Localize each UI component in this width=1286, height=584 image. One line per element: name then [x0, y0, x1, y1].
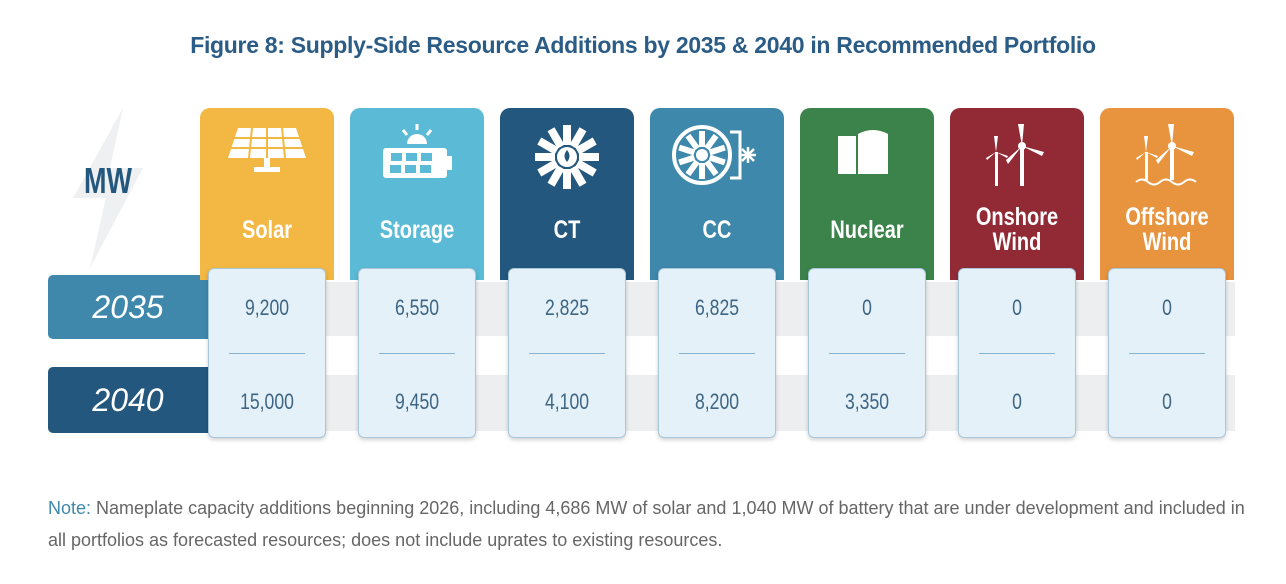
unit-label: MW — [84, 160, 132, 201]
value-2040: 15,000 — [240, 389, 294, 414]
divider — [529, 353, 605, 354]
value-2035: 0 — [1012, 295, 1022, 320]
value-2035: 6,825 — [694, 295, 740, 320]
value-card-ct: 2,825 4,100 — [508, 268, 626, 438]
figure-title: Figure 8: Supply-Side Resource Additions… — [190, 32, 1096, 58]
divider — [1129, 353, 1205, 354]
value-card-solar: 9,200 15,000 — [208, 268, 326, 438]
divider — [229, 353, 305, 354]
value-2040: 3,350 — [844, 389, 890, 414]
resource-label: Storage — [379, 215, 455, 244]
turbine-flame-icon — [500, 122, 634, 192]
note-text: Nameplate capacity additions beginning 2… — [48, 498, 1245, 550]
divider — [679, 353, 755, 354]
combined-cycle-icon — [650, 122, 784, 192]
value-2040: 4,100 — [544, 389, 590, 414]
divider — [379, 353, 455, 354]
lightning-bolt-icon — [73, 108, 143, 268]
solar-panel-icon — [200, 122, 334, 192]
resource-header-onshore-wind: Onshore Wind — [950, 108, 1084, 280]
figure-note: Note: Nameplate capacity additions begin… — [48, 492, 1258, 556]
divider — [829, 353, 905, 354]
resource-header-solar: Solar — [200, 108, 334, 280]
year-label-2040: 2040 — [48, 367, 218, 433]
value-card-nuclear: 0 3,350 — [808, 268, 926, 438]
value-2035: 0 — [1162, 295, 1172, 320]
value-2035: 6,550 — [394, 295, 440, 320]
value-2040: 0 — [1012, 389, 1022, 414]
year-label-2035: 2035 — [48, 275, 218, 339]
resource-label: Offshore Wind — [1125, 203, 1209, 256]
value-2040: 0 — [1162, 389, 1172, 414]
value-2035: 0 — [862, 295, 872, 320]
resource-label: CT — [553, 215, 581, 244]
value-2035: 2,825 — [544, 295, 590, 320]
resource-label: Onshore Wind — [975, 203, 1059, 256]
value-card-cc: 6,825 8,200 — [658, 268, 776, 438]
resource-header-storage: Storage — [350, 108, 484, 280]
resource-header-offshore-wind: Offshore Wind — [1100, 108, 1234, 280]
resource-header-cc: CC — [650, 108, 784, 280]
value-2040: 8,200 — [694, 389, 740, 414]
value-card-storage: 6,550 9,450 — [358, 268, 476, 438]
resource-header-nuclear: Nuclear — [800, 108, 934, 280]
resource-header-ct: CT — [500, 108, 634, 280]
reactor-icon — [800, 122, 934, 192]
note-label: Note: — [48, 498, 92, 518]
value-2040: 9,450 — [394, 389, 440, 414]
value-2035: 9,200 — [244, 295, 290, 320]
resource-label: Nuclear — [830, 215, 904, 244]
offshore-wind-icon — [1100, 122, 1234, 192]
wind-turbine-icon — [950, 122, 1084, 192]
battery-sun-icon — [350, 122, 484, 192]
resource-label: CC — [702, 215, 732, 244]
resource-label: Solar — [241, 215, 293, 244]
divider — [979, 353, 1055, 354]
